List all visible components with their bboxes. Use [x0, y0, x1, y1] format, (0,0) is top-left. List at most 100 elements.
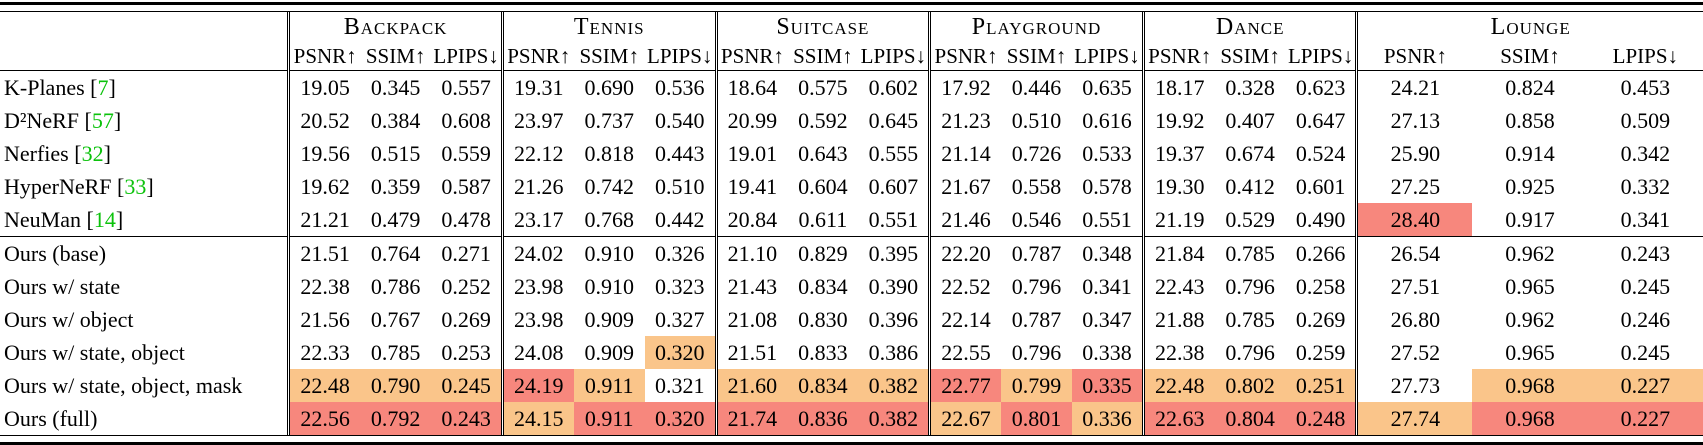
metric-cell: 0.321: [654, 373, 705, 398]
metric-cell: 0.259: [1295, 340, 1346, 365]
metric-cell: 20.52: [287, 104, 361, 137]
metric-cell: 0.635: [1082, 75, 1132, 100]
metric-cell: 21.51: [287, 236, 361, 270]
scene-header-suitcase: Suitcase: [714, 12, 930, 43]
metric-cell: 21.10: [714, 236, 788, 270]
metric-cell: 27.73: [1355, 369, 1473, 402]
metric-cell: 0.395: [868, 241, 919, 266]
metric-cell: 0.790: [360, 369, 432, 402]
metric-header-ssim: SSIM↑: [787, 43, 859, 71]
metric-cell: 0.269: [1295, 307, 1346, 332]
metric-cell: 0.327: [654, 307, 705, 332]
citation-link[interactable]: [32]: [68, 141, 111, 166]
metric-cell: 0.785: [1225, 307, 1275, 332]
metric-cell: 0.348: [1082, 241, 1132, 266]
scene-header-tennis: Tennis: [500, 12, 717, 43]
metric-cell: 0.332: [1620, 174, 1671, 199]
metric-cell: 0.243: [431, 402, 503, 435]
metric-cell: 21.88: [1141, 303, 1215, 336]
metric-cell: 22.14: [928, 303, 1001, 336]
metric-cell: 0.824: [1505, 75, 1555, 100]
method-label: Ours w/ state, object, mask: [0, 369, 289, 402]
metric-cell: 0.602: [868, 75, 919, 100]
metric-cell: 22.20: [928, 236, 1001, 270]
metric-cell: 24.08: [500, 336, 574, 369]
metric-cell: 0.917: [1472, 203, 1588, 237]
metric-cell: 0.326: [654, 241, 705, 266]
metric-cell: 19.37: [1141, 137, 1215, 170]
scene-header-lounge: Lounge: [1355, 12, 1703, 43]
metric-cell: 0.252: [441, 274, 491, 299]
metric-cell: 0.248: [1285, 402, 1357, 435]
metric-cell: 0.341: [1082, 274, 1132, 299]
metric-cell: 0.829: [798, 241, 848, 266]
metric-cell: 0.834: [798, 274, 848, 299]
metric-cell: 0.347: [1082, 307, 1132, 332]
metric-cell: 0.382: [858, 369, 930, 402]
metric-cell: 0.245: [431, 369, 503, 402]
metric-cell: 0.479: [360, 203, 432, 237]
citation-link[interactable]: [7]: [84, 75, 116, 100]
citation-number[interactable]: 32: [81, 141, 104, 166]
citation-number[interactable]: 33: [124, 174, 147, 199]
metric-cell: 24.19: [500, 369, 574, 402]
metric-cell: 0.592: [798, 108, 848, 133]
metric-cell: 22.48: [1141, 369, 1215, 402]
metric-cell: 0.726: [1011, 141, 1062, 166]
method-name: Ours w/ state, object: [4, 340, 185, 365]
citation-number[interactable]: 57: [91, 108, 114, 133]
metric-cell: 0.384: [370, 108, 421, 133]
metric-cell: 23.98: [500, 303, 574, 336]
metric-cell: 21.56: [287, 303, 361, 336]
metric-cell: 0.251: [1285, 369, 1357, 402]
citation-link[interactable]: [14]: [80, 207, 124, 232]
metric-cell: 0.645: [868, 108, 919, 133]
metric-cell: 0.557: [441, 75, 491, 100]
table-row: HyperNeRF [33] 19.62 0.359 0.587 21.26 0.742 0…: [0, 170, 1703, 203]
method-label: Ours w/ state: [0, 270, 289, 303]
metric-cell: 0.804: [1214, 402, 1286, 435]
metric-cell: 0.796: [1011, 340, 1062, 365]
citation-link[interactable]: [33]: [111, 174, 154, 199]
metric-cell: 0.443: [654, 141, 705, 166]
citation-link[interactable]: [57]: [79, 108, 122, 133]
metric-cell: 22.38: [1141, 336, 1215, 369]
metric-cell: 20.99: [714, 104, 788, 137]
metric-cell: 0.767: [370, 307, 421, 332]
scene-header-playground: Playground: [928, 12, 1144, 43]
metric-cell: 0.792: [360, 402, 432, 435]
metric-header-psnr: PSNR↑: [500, 43, 574, 71]
method-label: Ours w/ object: [0, 303, 289, 336]
metric-cell: 0.323: [654, 274, 705, 299]
metric-cell: 24.21: [1355, 70, 1473, 104]
metric-cell: 18.17: [1141, 70, 1215, 104]
citation-number[interactable]: 14: [93, 207, 116, 232]
metric-cell: 0.551: [858, 203, 930, 237]
metric-cell: 0.742: [584, 174, 634, 199]
method-name: D²NeRF: [4, 108, 80, 133]
metric-cell: 25.90: [1355, 137, 1473, 170]
method-name: K-Planes: [4, 75, 85, 100]
table-row: Ours (full) 22.56 0.792 0.243 24.15 0.911 0.32…: [0, 402, 1703, 435]
metric-cell: 0.359: [370, 174, 421, 199]
metric-cell: 0.836: [787, 402, 859, 435]
metric-header-lpips: LPIPS↓: [644, 43, 717, 71]
metric-cell: 21.46: [928, 203, 1001, 237]
metric-cell: 21.51: [714, 336, 788, 369]
scene-header-dance: Dance: [1141, 12, 1357, 43]
method-name: Ours (base): [4, 241, 107, 266]
metric-cell: 0.604: [798, 174, 848, 199]
metric-cell: 22.67: [928, 402, 1001, 435]
metric-cell: 0.510: [654, 174, 705, 199]
metric-cell: 0.801: [1000, 402, 1073, 435]
metric-header-psnr: PSNR↑: [1141, 43, 1215, 71]
metric-cell: 0.858: [1505, 108, 1555, 133]
method-label: D²NeRF [57]: [0, 104, 289, 137]
metric-cell: 0.674: [1225, 141, 1275, 166]
metric-cell: 0.540: [654, 108, 705, 133]
metric-cell: 0.607: [868, 174, 919, 199]
metric-cell: 0.258: [1295, 274, 1346, 299]
citation-number[interactable]: 7: [97, 75, 109, 100]
metric-cell: 21.60: [714, 369, 788, 402]
metric-cell: 21.21: [287, 203, 361, 237]
